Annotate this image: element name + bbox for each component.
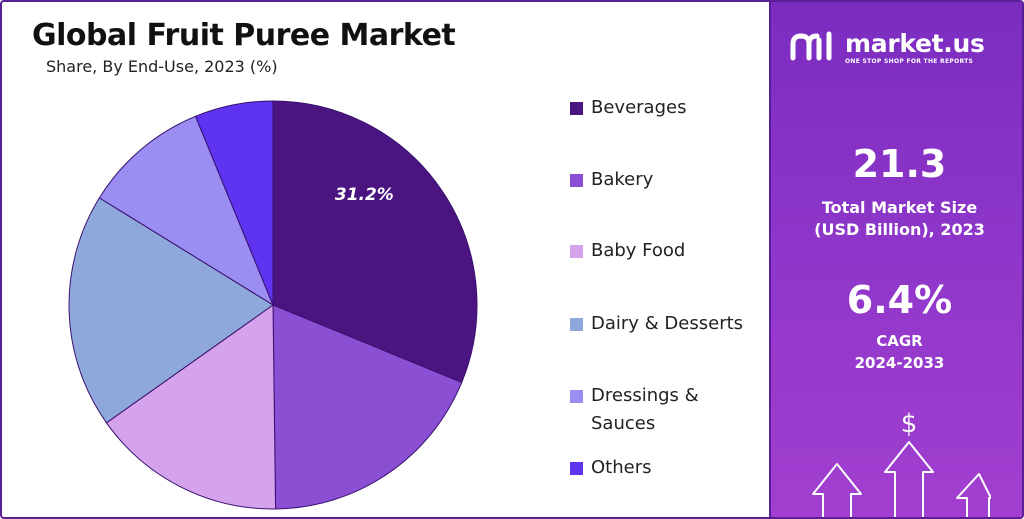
legend-swatch xyxy=(570,318,583,331)
cagr-label-line2: 2024-2033 xyxy=(854,354,945,372)
pie-slice-others xyxy=(194,100,274,306)
legend-label: Bakery xyxy=(591,169,654,190)
legend-label: Dressings & Sauces xyxy=(591,385,699,434)
cagr-value: 6.4% xyxy=(846,278,953,322)
market-us-logo-icon xyxy=(790,31,832,61)
cagr-label: CAGR 2024-2033 xyxy=(771,330,1022,374)
legend-swatch xyxy=(570,102,583,115)
market-size-label-line1: Total Market Size xyxy=(821,198,978,217)
legend-swatch xyxy=(570,390,583,403)
dollar-icon: $ xyxy=(901,409,918,439)
market-size-value: 21.3 xyxy=(852,142,947,186)
legend-label: Dairy & Desserts xyxy=(591,313,744,334)
legend-item-dressings-sauces: Dressings & Sauces xyxy=(570,382,761,438)
chart-subtitle: Share, By End-Use, 2023 (%) xyxy=(46,57,278,76)
legend-swatch xyxy=(570,245,583,258)
pie-slice-baby-food xyxy=(105,304,277,510)
legend-label: Beverages xyxy=(591,97,687,118)
data-label-beverages: 31.2% xyxy=(335,185,394,205)
market-size-label-line2: (USD Billion), 2023 xyxy=(814,220,985,239)
legend-item-beverages: Beverages xyxy=(570,94,761,122)
brand-tagline: ONE STOP SHOP FOR THE REPORTS xyxy=(845,58,974,65)
brand: market.us ONE STOP SHOP FOR THE REPORTS xyxy=(789,28,985,68)
legend-item-others: Others xyxy=(570,454,761,482)
legend-item-baby-food: Baby Food xyxy=(570,237,761,265)
pie-slice-bakery xyxy=(272,304,463,510)
pie-slice-dressings-sauces xyxy=(98,115,275,307)
legend-item-dairy-desserts: Dairy & Desserts xyxy=(570,310,761,338)
legend-label: Others xyxy=(591,457,652,478)
legend-label: Baby Food xyxy=(591,240,686,261)
cagr-label-line1: CAGR xyxy=(876,332,923,350)
growth-arrows-icon: $ xyxy=(812,409,991,517)
brand-name: market.us xyxy=(845,29,985,58)
chart-title: Global Fruit Puree Market xyxy=(32,18,456,53)
summary-panel: market.us ONE STOP SHOP FOR THE REPORTS … xyxy=(769,2,1022,517)
market-size-label: Total Market Size (USD Billion), 2023 xyxy=(771,197,1022,241)
legend-swatch xyxy=(570,462,583,475)
pie-slice-dairy-desserts xyxy=(68,197,274,424)
legend-item-bakery: Bakery xyxy=(570,166,761,194)
legend-swatch xyxy=(570,174,583,187)
pie-chart: 31.2% xyxy=(68,100,478,510)
pie-slice-beverages xyxy=(272,100,478,384)
